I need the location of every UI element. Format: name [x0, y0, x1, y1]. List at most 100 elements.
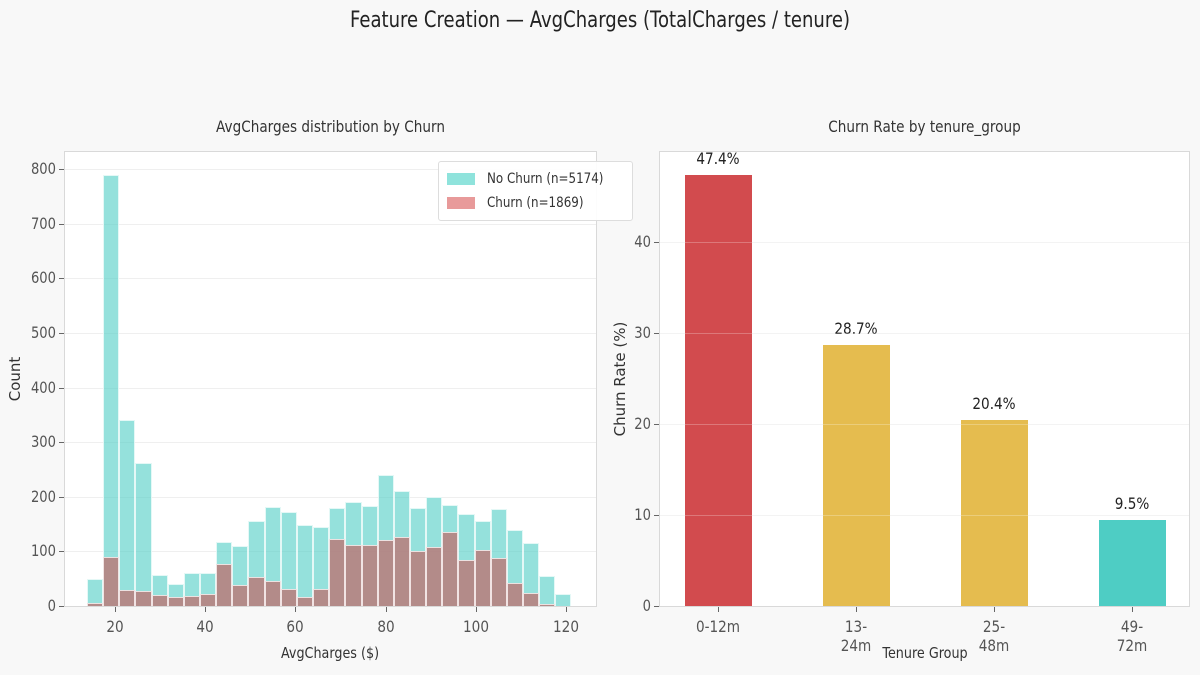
right-chart-title: Churn Rate by tenure_group	[828, 117, 1021, 136]
bar-xtick-label: 25-48m	[978, 617, 1010, 655]
histogram-bar-churn	[296, 596, 314, 606]
churn-rate-bar	[1098, 519, 1166, 606]
bar-gridline	[660, 333, 1189, 334]
histogram-ytick-mark	[59, 169, 64, 171]
bar-ytick-label: 0	[642, 596, 651, 615]
histogram-bar-churn	[506, 583, 523, 606]
histogram-gridline	[65, 223, 596, 225]
bar-gridline	[660, 424, 1189, 425]
histogram-gridline	[65, 333, 596, 334]
histogram-bar-no-churn	[103, 174, 120, 606]
histogram-ytick-label: 700	[30, 213, 56, 233]
bar-xtick-mark	[1132, 607, 1133, 612]
legend-swatch-no-churn	[447, 173, 475, 185]
histogram-xtick-label: 40	[196, 617, 214, 636]
histogram-ytick-label: 400	[30, 377, 56, 397]
histogram-bar-churn	[426, 547, 443, 606]
histogram-bar-churn	[409, 550, 427, 606]
left-chart-title: AvgCharges distribution by Churn	[216, 117, 445, 136]
bar-ytick-mark	[654, 515, 659, 516]
histogram-bar-churn	[280, 589, 297, 606]
histogram-xtick-label: 20	[106, 617, 124, 636]
histogram-ytick-mark	[59, 387, 64, 389]
bar-x-label: Tenure Group	[882, 644, 968, 662]
bar-ytick-mark	[654, 242, 659, 243]
histogram-x-label: AvgCharges ($)	[280, 644, 380, 662]
histogram-xtick-mark	[385, 607, 387, 612]
histogram-xtick-mark	[295, 607, 297, 612]
histogram-bar-no-churn	[522, 543, 540, 606]
histogram-bar-no-churn	[296, 525, 314, 606]
histogram-xtick-mark	[205, 607, 207, 612]
histogram-bar-churn	[345, 544, 362, 606]
bar-gridline-overlay	[660, 515, 1189, 516]
bar-ytick-mark	[654, 606, 659, 607]
histogram-xtick-mark	[115, 607, 116, 612]
histogram-ytick-label: 600	[30, 268, 56, 288]
histogram-bar-no-churn	[135, 462, 152, 606]
legend-label-churn: Churn (n=1869)	[487, 195, 584, 211]
bar-gridline-overlay	[660, 333, 1189, 334]
bar-ytick-mark	[654, 333, 659, 334]
histogram-bar-churn	[393, 537, 410, 606]
bar-ytick-label: 40	[634, 232, 651, 251]
histogram-legend: No Churn (n=5174) Churn (n=1869)	[438, 161, 633, 221]
histogram-bar-churn	[264, 580, 281, 606]
histogram-ytick-mark	[59, 223, 64, 225]
histogram-bar-no-churn	[119, 420, 136, 606]
churn-rate-bar	[822, 344, 890, 606]
histogram-bar-churn	[329, 538, 346, 606]
churn-rate-value-label: 28.7%	[834, 318, 878, 338]
histogram-bar-no-churn	[555, 593, 572, 606]
histogram-ytick-label: 300	[30, 432, 56, 452]
histogram-gridline	[65, 278, 596, 280]
histogram-gridline	[65, 442, 596, 444]
histogram-bar-churn	[87, 603, 104, 606]
histogram-bar-churn	[361, 544, 378, 606]
histogram-bar-churn	[167, 597, 184, 606]
histogram-ytick-label: 100	[30, 541, 56, 561]
histogram-bar-churn	[103, 556, 120, 606]
legend-swatch-churn	[447, 197, 475, 209]
histogram-gridline	[65, 496, 596, 498]
histogram-bar-no-churn	[280, 511, 297, 606]
histogram-xtick-label: 120	[553, 617, 579, 636]
churn-rate-value-label: 9.5%	[1114, 493, 1150, 513]
bar-ytick-mark	[654, 424, 659, 425]
histogram-bar-churn	[183, 596, 201, 606]
legend-label-no-churn: No Churn (n=5174)	[487, 171, 604, 187]
histogram-bar-churn	[216, 563, 233, 606]
legend-item-no-churn: No Churn (n=5174)	[447, 167, 624, 191]
histogram-bar-no-churn	[313, 526, 330, 606]
histogram-ytick-mark	[59, 278, 64, 280]
bar-xtick-mark	[718, 607, 719, 612]
histogram-bar-churn	[248, 577, 265, 606]
histogram-ytick-mark	[59, 496, 64, 498]
histogram-xtick-mark	[475, 607, 477, 612]
histogram-bar-churn	[458, 560, 475, 606]
histogram-gridline	[65, 169, 596, 171]
bar-ytick-label: 30	[634, 323, 651, 342]
histogram-ytick-mark	[59, 551, 64, 553]
histogram-xtick-label: 80	[376, 617, 395, 636]
histogram-ytick-label: 800	[30, 159, 56, 179]
histogram-bar-churn	[119, 589, 136, 606]
churn-rate-value-label: 20.4%	[972, 394, 1016, 414]
histogram-bar-no-churn	[87, 578, 104, 606]
bar-xtick-mark	[994, 607, 995, 612]
histogram-ytick-label: 200	[30, 486, 56, 506]
bar-gridline	[660, 242, 1189, 243]
bar-xtick-label: 0-12m	[695, 617, 741, 636]
bar-xtick-label: 13-24m	[840, 617, 872, 655]
bar-xtick-mark	[856, 607, 857, 612]
histogram-ytick-label: 0	[47, 596, 56, 615]
bar-xtick-label: 49-72m	[1116, 617, 1148, 655]
histogram-bar-churn	[490, 557, 507, 606]
churn-rate-bar	[684, 174, 752, 606]
histogram-bar-churn	[232, 585, 249, 606]
bar-ytick-label: 10	[634, 505, 651, 524]
histogram-bar-churn	[539, 603, 556, 606]
histogram-ytick-label: 500	[30, 323, 56, 342]
histogram-bar-churn	[151, 595, 168, 606]
histogram-xtick-label: 60	[286, 617, 305, 636]
